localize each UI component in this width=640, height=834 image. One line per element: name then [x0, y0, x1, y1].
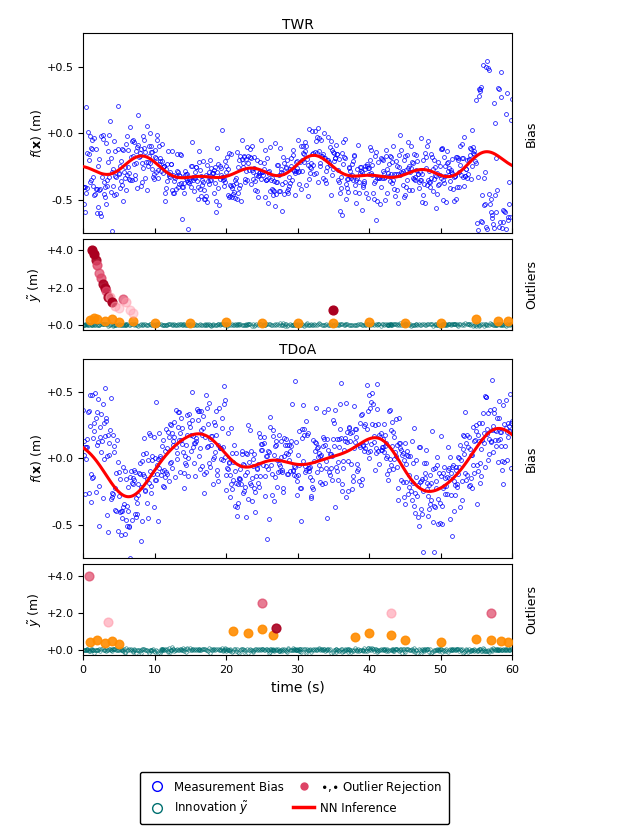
X-axis label: time (s): time (s) [271, 681, 324, 695]
Point [493, 314, 503, 327]
Point [385, 628, 396, 641]
Point [107, 635, 117, 648]
Point [98, 277, 108, 290]
Point [94, 266, 104, 279]
Point [125, 303, 135, 316]
Point [385, 606, 396, 620]
Point [364, 316, 374, 329]
Point [221, 316, 231, 329]
Point [105, 290, 115, 304]
Point [128, 314, 138, 328]
Point [89, 311, 99, 324]
Point [110, 299, 120, 313]
Point [257, 596, 267, 610]
Point [228, 625, 238, 638]
Point [100, 636, 110, 650]
Point [100, 314, 110, 328]
Text: Bias: Bias [525, 445, 538, 472]
Point [271, 620, 282, 634]
Point [114, 301, 124, 314]
Point [86, 244, 97, 257]
Point [114, 315, 124, 329]
Point [257, 623, 267, 636]
Point [121, 296, 131, 309]
Point [107, 313, 117, 326]
Point [257, 316, 267, 329]
Point [84, 569, 94, 582]
Point [117, 292, 127, 305]
Point [292, 316, 303, 329]
Point [103, 615, 113, 629]
Point [435, 636, 445, 649]
Y-axis label: $\tilde{y}$ (m): $\tilde{y}$ (m) [26, 268, 44, 302]
Point [85, 636, 95, 649]
Point [435, 316, 445, 329]
Point [103, 290, 113, 304]
Point [486, 634, 496, 647]
Point [92, 313, 102, 326]
Point [101, 284, 111, 298]
Point [349, 631, 360, 644]
Y-axis label: $f(\mathbf{x})$ (m): $f(\mathbf{x})$ (m) [29, 108, 44, 158]
Point [96, 272, 106, 285]
Point [107, 296, 117, 309]
Point [471, 632, 481, 646]
Point [91, 253, 101, 266]
Legend: Measurement Bias, Innovation $\tilde{y}$, $\bullet$,$\bullet$ Outlier Rejection,: Measurement Bias, Innovation $\tilde{y}$… [140, 771, 449, 824]
Point [150, 316, 160, 329]
Point [85, 314, 95, 327]
Title: TWR: TWR [282, 18, 314, 33]
Point [471, 313, 481, 326]
Text: Bias: Bias [525, 120, 538, 147]
Point [243, 626, 253, 640]
Point [92, 634, 102, 647]
Point [486, 606, 496, 620]
Text: Outliers: Outliers [525, 260, 538, 309]
Point [503, 636, 513, 649]
Point [100, 281, 110, 294]
Point [186, 316, 196, 329]
Point [503, 314, 513, 328]
Y-axis label: $f(\mathbf{x})$ (m): $f(\mathbf{x})$ (m) [29, 434, 44, 483]
Point [399, 316, 410, 329]
Y-axis label: $\tilde{y}$ (m): $\tilde{y}$ (m) [26, 593, 44, 627]
Title: TDoA: TDoA [279, 344, 316, 357]
Text: Outliers: Outliers [525, 585, 538, 635]
Point [399, 634, 410, 647]
Point [114, 637, 124, 651]
Point [328, 316, 339, 329]
Point [496, 635, 506, 648]
Point [328, 303, 339, 316]
Point [128, 307, 138, 320]
Point [364, 626, 374, 640]
Point [268, 628, 278, 641]
Point [92, 259, 102, 272]
Point [89, 248, 99, 261]
